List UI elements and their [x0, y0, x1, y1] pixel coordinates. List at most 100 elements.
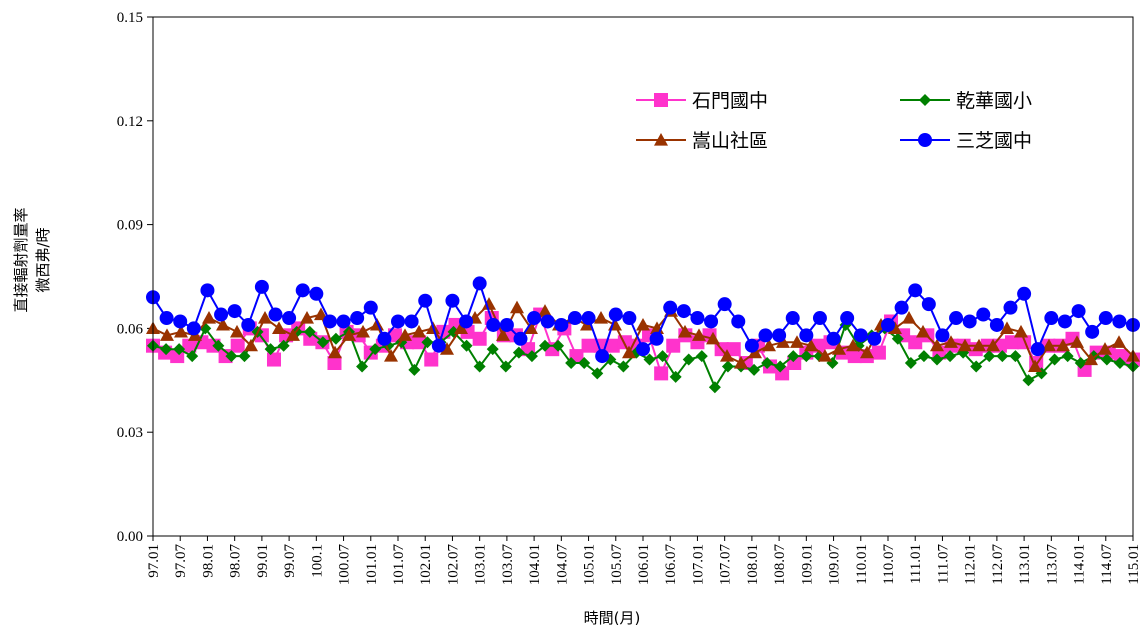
- data-point: [902, 311, 916, 324]
- data-point: [266, 352, 281, 367]
- y-axis-title-line1: 直接輻射劑量率: [12, 207, 30, 312]
- data-point: [772, 328, 787, 343]
- data-point: [328, 345, 342, 359]
- data-point: [921, 297, 936, 312]
- data-point: [499, 360, 512, 373]
- data-point: [962, 314, 977, 329]
- legend-item: 乾華國小: [900, 90, 1032, 112]
- x-tick-label: 105.07: [609, 544, 625, 586]
- data-point: [761, 357, 774, 369]
- data-point: [935, 328, 950, 343]
- x-tick-label: 98.01: [200, 544, 216, 578]
- data-point: [412, 324, 426, 338]
- data-point: [552, 339, 565, 352]
- x-tick-label: 109.07: [827, 544, 843, 586]
- data-point: [230, 338, 245, 353]
- data-point: [800, 350, 813, 363]
- data-point: [1074, 357, 1087, 369]
- data-point: [708, 381, 721, 394]
- x-tick-label: 107.07: [718, 544, 734, 586]
- legend-marker: [654, 133, 668, 146]
- legend-marker: [919, 94, 931, 106]
- data-point: [832, 342, 846, 355]
- data-point: [1085, 324, 1100, 339]
- data-point: [744, 338, 759, 353]
- data-point: [424, 352, 439, 367]
- data-point: [976, 307, 991, 322]
- legend-marker: [918, 133, 932, 147]
- data-point: [682, 353, 695, 366]
- x-axis-ticks: 97.01 97.07 98.01 98.07 99.01 99.07 100.1 100.0…: [146, 536, 1140, 585]
- y-tick-label: 0.03: [117, 425, 143, 441]
- x-tick-label: 100.1: [309, 544, 325, 578]
- data-point: [692, 328, 706, 341]
- data-point: [186, 350, 199, 363]
- x-tick-label: 105.01: [582, 544, 598, 585]
- data-point: [944, 350, 957, 363]
- data-point: [1000, 321, 1014, 334]
- data-point: [846, 338, 860, 352]
- legend-label: 乾華國小: [956, 90, 1032, 112]
- data-point: [944, 335, 958, 348]
- data-point: [472, 331, 487, 346]
- data-point: [581, 338, 596, 353]
- x-tick-label: 111.01: [908, 544, 924, 584]
- data-point: [174, 324, 188, 338]
- data-point: [676, 304, 691, 319]
- data-point: [216, 317, 230, 331]
- x-tick-label: 99.07: [282, 544, 298, 578]
- x-tick-label: 102.01: [418, 544, 434, 585]
- data-point: [225, 350, 238, 363]
- data-point: [356, 324, 370, 338]
- data-point: [643, 353, 656, 366]
- data-point: [622, 345, 636, 359]
- data-point: [916, 324, 930, 338]
- data-point: [314, 307, 328, 321]
- x-tick-label: 103.01: [473, 544, 489, 585]
- data-point: [734, 356, 748, 369]
- data-point: [1005, 335, 1020, 350]
- data-point: [300, 311, 314, 324]
- plot-area-frame: [152, 16, 1134, 537]
- x-tick-label: 99.01: [255, 544, 271, 578]
- x-tick-label: 115.01: [1126, 544, 1140, 585]
- series-layer: [146, 276, 1140, 394]
- data-point: [244, 338, 258, 352]
- data-point: [785, 311, 800, 326]
- data-point: [787, 350, 800, 363]
- data-point: [342, 328, 356, 341]
- data-point: [891, 332, 904, 345]
- x-tick-label: 102.07: [445, 544, 461, 586]
- data-point: [369, 343, 382, 356]
- data-point: [486, 317, 501, 332]
- legend-marker: [654, 93, 668, 107]
- x-tick-label: 101.01: [364, 544, 380, 585]
- legend-item: 嵩山社區: [636, 130, 768, 152]
- data-point: [391, 314, 405, 329]
- x-tick-label: 106.07: [663, 544, 679, 586]
- data-point: [412, 335, 427, 350]
- data-point: [690, 311, 705, 326]
- data-point: [384, 349, 398, 362]
- data-point: [173, 343, 186, 356]
- x-tick-label: 114.01: [1072, 544, 1088, 585]
- x-tick-label: 107.01: [690, 544, 706, 585]
- data-point: [473, 360, 486, 373]
- data-point: [678, 324, 692, 338]
- data-point: [554, 317, 569, 332]
- data-point: [525, 350, 538, 363]
- data-point: [930, 338, 944, 352]
- data-point: [972, 338, 986, 352]
- x-tick-label: 104.01: [527, 544, 543, 585]
- data-point: [605, 338, 620, 353]
- data-point: [847, 349, 862, 364]
- data-point: [472, 276, 487, 291]
- data-point: [214, 307, 229, 322]
- data-point: [818, 349, 832, 362]
- data-point: [230, 324, 244, 338]
- data-point: [350, 311, 365, 326]
- data-point: [591, 367, 604, 380]
- data-point: [776, 335, 790, 348]
- x-tick-label: 112.07: [990, 544, 1006, 585]
